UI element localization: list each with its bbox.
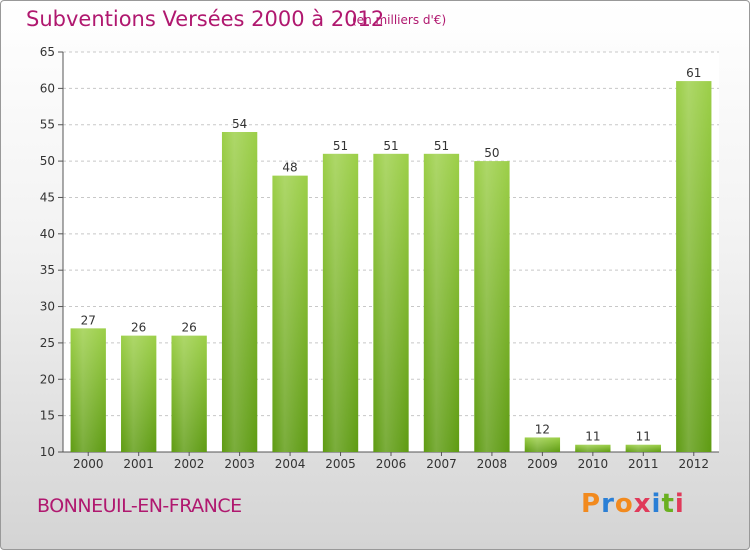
data-label: 27 [81,313,96,327]
x-tick-label: 2006 [376,457,407,471]
logo-letter: t [661,489,675,519]
data-label: 51 [383,139,398,153]
y-tick-label: 40 [40,227,55,241]
logo-letter: o [614,489,634,519]
x-tick-label: 2008 [477,457,508,471]
y-tick-label: 65 [40,45,55,59]
bar-highlight [575,444,611,452]
bar-highlight [676,81,712,452]
y-tick-label: 15 [40,409,55,423]
x-tick-label: 2010 [578,457,609,471]
logo-letter: r [601,489,615,519]
data-label: 26 [182,321,197,335]
y-tick-label: 25 [40,336,55,350]
x-tick-label: 2002 [174,457,205,471]
y-tick-label: 60 [40,81,55,95]
data-label: 61 [686,66,701,80]
data-label: 50 [484,146,499,160]
data-label: 54 [232,117,247,131]
chart-unit: (en milliers d'€) [352,13,447,27]
x-tick-label: 2007 [426,457,457,471]
data-label: 11 [585,430,600,444]
chart-title: Subventions Versées 2000 à 2012 [26,7,385,31]
bar-highlight [524,437,561,452]
data-label: 12 [535,422,550,436]
logo-letter: P [581,489,602,519]
y-tick-label: 55 [40,118,55,132]
y-tick-label: 10 [40,445,55,459]
bar-highlight [322,153,359,452]
x-tick-label: 2000 [73,457,104,471]
bar-highlight [272,175,308,453]
data-label: 11 [636,430,651,444]
logo-letter: x [633,489,652,519]
data-label: 26 [131,321,146,335]
bar-highlight [625,444,661,452]
data-label: 51 [333,139,348,153]
bar-highlight [221,132,258,452]
logo-letter: i [651,489,662,519]
y-tick-label: 35 [40,263,55,277]
bar-highlight [373,153,409,452]
x-tick-label: 2009 [527,457,558,471]
x-tick-label: 2012 [678,457,709,471]
x-tick-label: 2005 [325,457,356,471]
commune-name: BONNEUIL-EN-FRANCE [37,495,242,517]
data-label: 51 [434,139,449,153]
bar-highlight [423,153,460,452]
bar-highlight [121,335,157,452]
y-tick-label: 20 [40,372,55,386]
bar-highlight [171,335,207,452]
bar-highlight [70,328,106,452]
y-tick-label: 30 [40,300,55,314]
proxiti-logo: Proxiti [581,489,685,519]
x-tick-label: 2001 [123,457,154,471]
bar-highlight [474,161,510,452]
x-tick-label: 2004 [275,457,306,471]
x-tick-label: 2003 [224,457,255,471]
y-tick-label: 50 [40,154,55,168]
x-tick-label: 2011 [628,457,659,471]
data-label: 48 [282,161,297,175]
logo-letter: i [674,489,685,519]
y-tick-label: 45 [40,190,55,204]
